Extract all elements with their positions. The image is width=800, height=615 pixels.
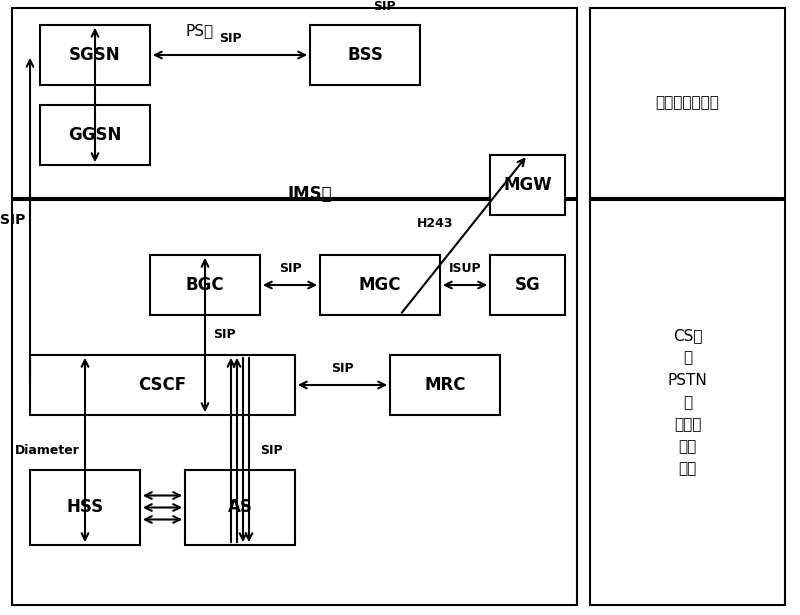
Text: BSS: BSS [347, 46, 383, 64]
Text: SG: SG [514, 276, 540, 294]
Text: H243: H243 [418, 217, 454, 230]
Text: SGSN: SGSN [69, 46, 121, 64]
Text: MGC: MGC [358, 276, 402, 294]
Text: ISUP: ISUP [449, 262, 482, 275]
Text: SIP: SIP [213, 328, 236, 341]
Text: SIP: SIP [331, 362, 354, 375]
Bar [390, 355, 500, 415]
Text: PS域: PS域 [186, 23, 214, 38]
Text: BGC: BGC [186, 276, 224, 294]
Text: SIP: SIP [0, 213, 25, 227]
Text: MGW: MGW [503, 176, 552, 194]
Text: MRC: MRC [424, 376, 466, 394]
Bar [40, 105, 150, 165]
Text: SIP: SIP [218, 32, 242, 45]
Bar [590, 200, 785, 605]
Text: SIP: SIP [260, 443, 282, 456]
Bar [30, 355, 295, 415]
Text: IMS域: IMS域 [288, 185, 332, 203]
Text: SIP: SIP [373, 0, 396, 13]
Text: Diameter: Diameter [15, 443, 80, 456]
Bar [590, 8, 785, 198]
Text: SIP: SIP [278, 262, 302, 275]
Bar [40, 25, 150, 85]
Text: CSCF: CSCF [138, 376, 186, 394]
Text: 选择性的接入网: 选择性的接入网 [655, 95, 719, 111]
Bar [30, 470, 140, 545]
Bar [320, 255, 440, 315]
Bar [12, 200, 577, 605]
Text: CS域
或
PSTN
或
原有网
络或
外部: CS域 或 PSTN 或 原有网 络或 外部 [668, 328, 707, 477]
Bar [185, 470, 295, 545]
Bar [150, 255, 260, 315]
Bar [310, 25, 420, 85]
Text: GGSN: GGSN [68, 126, 122, 144]
Bar [490, 255, 565, 315]
Text: HSS: HSS [66, 499, 103, 517]
Bar [490, 155, 565, 215]
Text: AS: AS [227, 499, 253, 517]
Bar [12, 8, 577, 198]
